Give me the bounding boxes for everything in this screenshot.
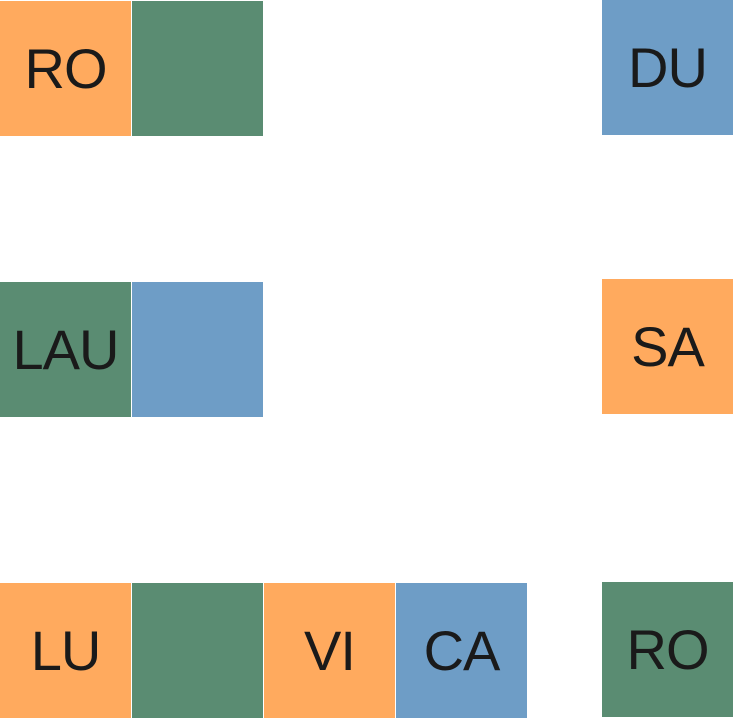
- tile-vi: VI: [264, 583, 395, 718]
- tile-lau: LAU: [0, 282, 131, 417]
- tile-blank-blue-middle: [132, 282, 263, 417]
- tile-ca: CA: [396, 583, 527, 718]
- tile-blank-green-bottom: [132, 583, 263, 718]
- tile-ro-bottom: RO: [602, 582, 733, 717]
- tile-sa: SA: [602, 279, 733, 414]
- tile-blank-green-top: [132, 1, 263, 136]
- tile-lu: LU: [0, 583, 131, 718]
- tile-ro-top: RO: [0, 1, 131, 136]
- tile-du: DU: [602, 0, 733, 135]
